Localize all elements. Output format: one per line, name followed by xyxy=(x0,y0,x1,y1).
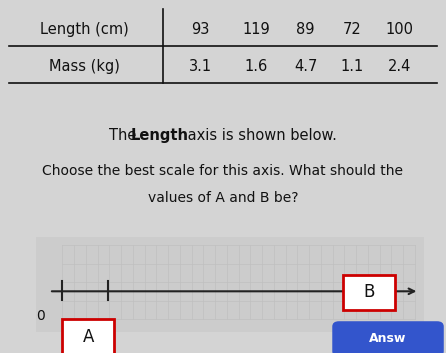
Text: 89: 89 xyxy=(296,22,315,37)
Text: 1.6: 1.6 xyxy=(245,59,268,74)
Text: Length (cm): Length (cm) xyxy=(41,22,129,37)
Text: 2.4: 2.4 xyxy=(388,59,411,74)
FancyBboxPatch shape xyxy=(332,321,444,353)
Text: B: B xyxy=(363,283,375,301)
FancyBboxPatch shape xyxy=(36,237,424,332)
Text: 72: 72 xyxy=(343,22,362,37)
FancyBboxPatch shape xyxy=(62,319,114,353)
Text: 1.1: 1.1 xyxy=(341,59,364,74)
Text: A: A xyxy=(83,328,94,346)
Text: 100: 100 xyxy=(385,22,413,37)
Text: 93: 93 xyxy=(191,22,210,37)
Text: Mass (kg): Mass (kg) xyxy=(50,59,120,74)
Text: Length: Length xyxy=(131,128,189,143)
Text: The: The xyxy=(109,128,141,143)
Text: 4.7: 4.7 xyxy=(294,59,317,74)
Text: 119: 119 xyxy=(243,22,270,37)
Text: 3.1: 3.1 xyxy=(189,59,212,74)
Text: Choose the best scale for this axis. What should the: Choose the best scale for this axis. Wha… xyxy=(42,164,404,178)
Text: values of A and B be?: values of A and B be? xyxy=(148,191,298,205)
Text: 0: 0 xyxy=(36,309,45,323)
Text: axis is shown below.: axis is shown below. xyxy=(183,128,337,143)
FancyBboxPatch shape xyxy=(343,275,395,310)
Text: Answ: Answ xyxy=(369,333,407,345)
